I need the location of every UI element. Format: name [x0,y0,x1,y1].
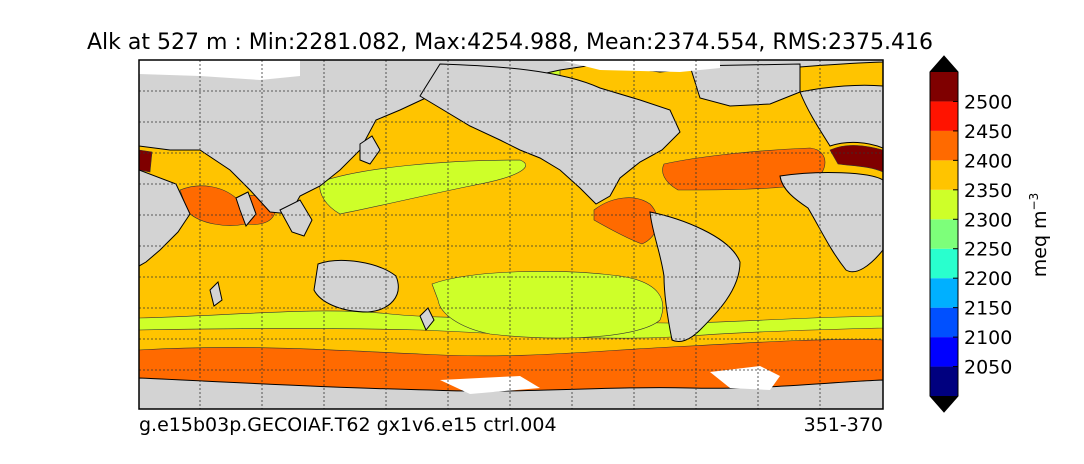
colorbar-segment [930,219,958,249]
colorbar-segment [930,366,958,396]
colorbar-tick-label: 2100 [964,327,1012,349]
missing-values [139,60,780,394]
map-frame [138,59,884,410]
colorbar-segment [930,130,958,161]
colorbar-tick-label: 2450 [964,121,1012,143]
colorbar-extend-over [930,56,958,72]
colorbar-segment [930,72,958,102]
colorbar-segment [930,160,958,190]
colorbar-tick-label: 2350 [964,180,1012,202]
contour-region-2300-north-pacific [319,159,526,215]
colorbar-segment [930,278,958,308]
colorbar-tick-label: 2150 [964,298,1012,320]
map-panel [138,59,884,410]
contour-region-2500-red-sea [139,149,153,173]
colorbar-tick-label: 2300 [964,209,1012,231]
colorbar-outline [929,55,959,413]
colorbar-tick-label: 2200 [964,268,1012,290]
colorbar: 2050 2100 2150 2200 2250 2300 2350 2400 2450 2500 [929,55,1012,413]
colorbar-extend-under [930,396,958,412]
colorbar-tick-label: 2400 [964,150,1012,172]
colorbar-tick-label: 2050 [964,357,1012,379]
map-gridlines [139,60,883,409]
colorbar-segment [930,337,958,367]
colorbar-label-main: meq m [1029,210,1051,277]
contour-region-2500-mediterranean [829,145,883,173]
colorbar-tick-label: 2500 [964,91,1012,113]
colorbar-segment [930,307,958,338]
run-caption: g.e15b03p.GECOIAF.T62 gx1v6.e15 ctrl.004 [139,414,557,436]
colorbar-segment [930,189,958,220]
colorbar-tick-label: 2250 [964,239,1012,261]
contour-region-2300-south-pacific [431,271,664,339]
colorbar-segment [930,248,958,279]
chart-title: Alk at 527 m : Min:2281.082, Max:4254.98… [87,30,933,55]
colorbar-segment [930,101,958,131]
colorbar-label: meq m−3 [1027,193,1051,278]
colorbar-label-exp: −3 [1027,193,1041,211]
years-caption: 351-370 [804,414,883,436]
